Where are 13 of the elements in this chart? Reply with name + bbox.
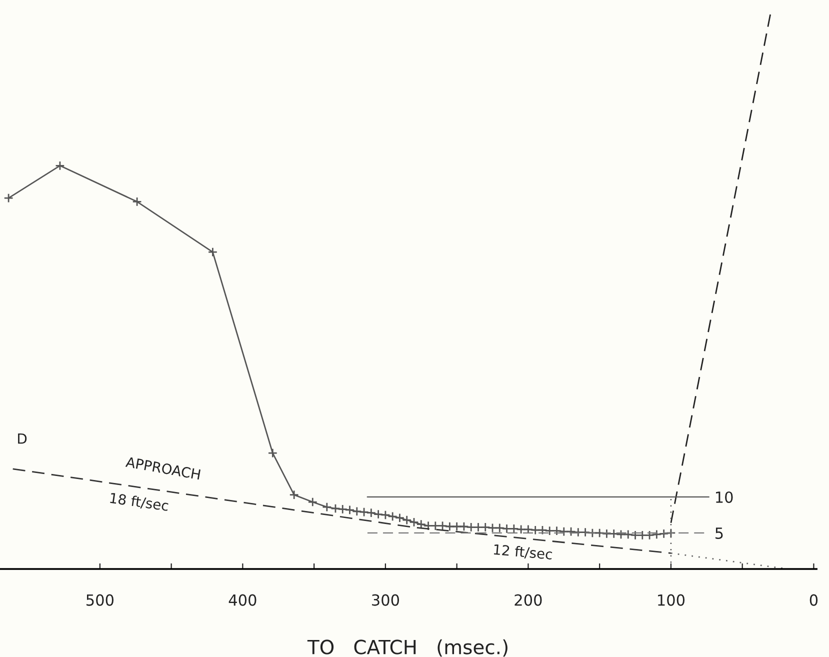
annotation: 12 ft/sec — [494, 544, 552, 561]
x-tick-label: 0 — [810, 594, 818, 606]
y-tick-label: 5 — [716, 528, 723, 540]
x-axis-title: TO CATCH (msec.) — [307, 639, 508, 657]
x-tick-label: 200 — [514, 594, 542, 606]
x-tick-label: 500 — [86, 594, 114, 606]
annotation: APPROACH — [125, 456, 201, 480]
annotation: D — [18, 434, 27, 444]
x-tick-label: 100 — [658, 594, 685, 606]
y-tick-label: 10 — [716, 491, 733, 503]
x-tick-label: 300 — [372, 594, 400, 606]
x-tick-label: 400 — [228, 594, 256, 606]
annotation: 18 ft/sec — [110, 492, 169, 512]
